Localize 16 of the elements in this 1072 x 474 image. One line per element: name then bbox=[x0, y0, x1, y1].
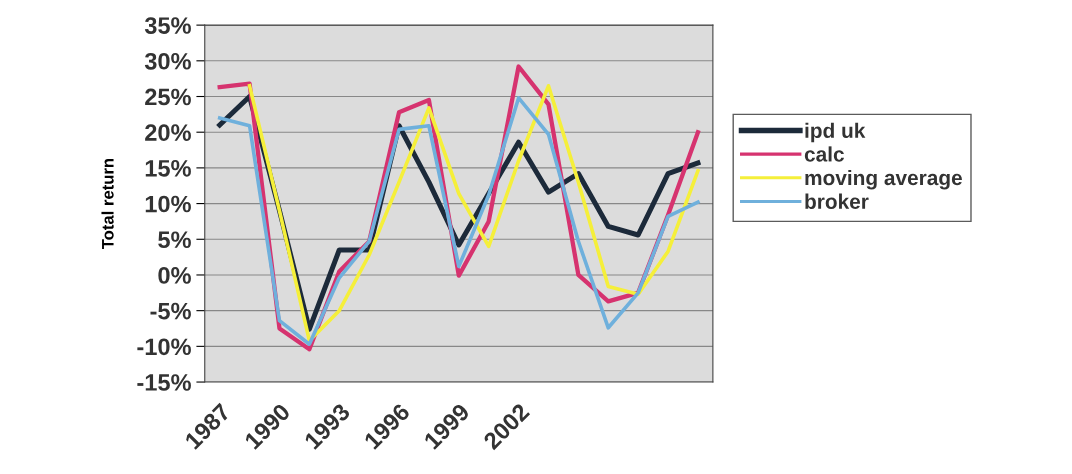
y-tick-label: 5% bbox=[158, 231, 191, 249]
legend-label: ipd uk bbox=[805, 122, 866, 143]
y-tick-label: 25% bbox=[145, 88, 191, 106]
y-tick-label: -10% bbox=[137, 338, 191, 356]
y-tick-label: -15% bbox=[137, 374, 191, 391]
y-axis-title: Total return bbox=[101, 158, 114, 250]
y-tick-label: 30% bbox=[144, 52, 191, 70]
y-tick-label: 10% bbox=[145, 195, 191, 213]
legend-label: calc bbox=[804, 146, 844, 162]
y-tick-label: 20% bbox=[145, 124, 191, 141]
y-tick-label: 0% bbox=[158, 267, 191, 284]
legend-label: moving average bbox=[805, 169, 962, 190]
y-tick-label: 35% bbox=[144, 17, 191, 34]
y-tick-label: 15% bbox=[145, 160, 191, 177]
legend-label: broker bbox=[805, 193, 869, 209]
y-tick-label: -5% bbox=[150, 302, 191, 320]
